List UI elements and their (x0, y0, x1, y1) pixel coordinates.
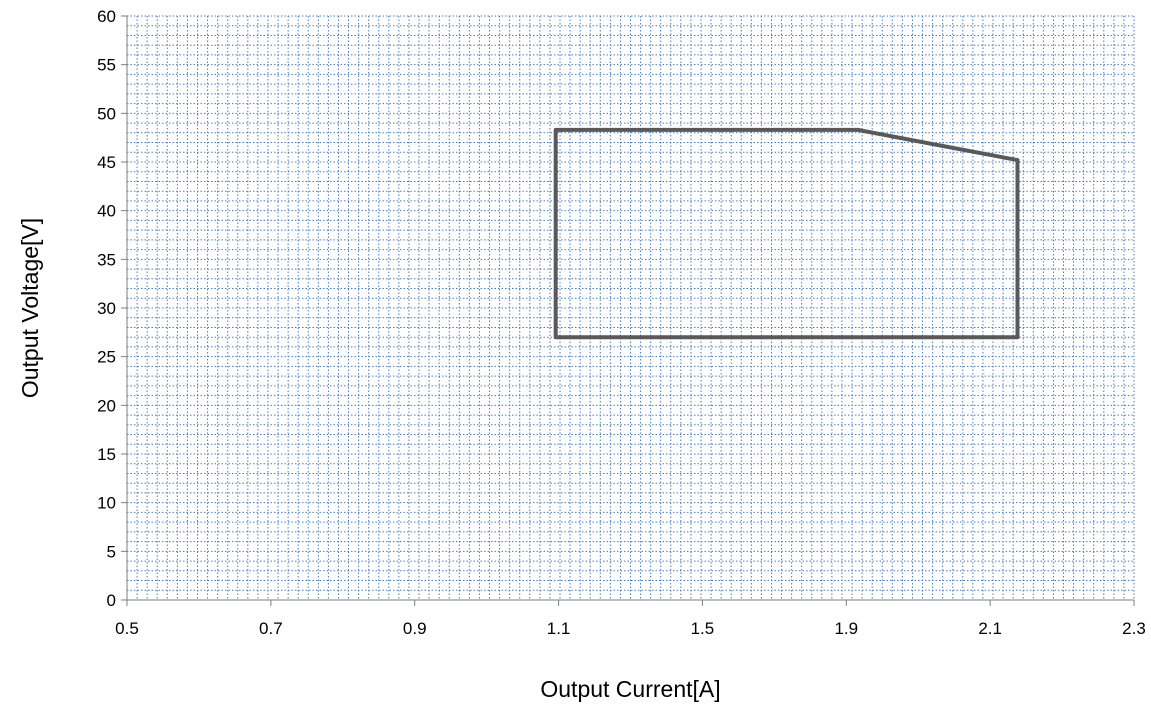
x-tick-labels: 0.5 0.7 0.9 1.1 1.5 1.9 2.1 2.3 (115, 619, 1146, 638)
x-axis-title: Output Current[A] (540, 676, 720, 702)
axes (121, 15, 1135, 606)
y-tick-label: 45 (97, 153, 116, 172)
x-tick-label: 1.1 (547, 619, 571, 638)
x-tick-label: 0.9 (403, 619, 427, 638)
x-tick-label: 2.1 (978, 619, 1002, 638)
y-tick-label: 20 (97, 396, 116, 415)
y-axis-title: Output Voltage[V] (17, 218, 43, 398)
y-tick-label: 35 (97, 250, 116, 269)
y-tick-label: 0 (107, 591, 116, 610)
y-tick-label: 55 (97, 56, 116, 75)
grid (127, 15, 1135, 600)
y-tick-label: 40 (97, 202, 116, 221)
y-tick-label: 25 (97, 348, 116, 367)
series-line (553, 127, 1020, 340)
y-tick-label: 30 (97, 299, 116, 318)
y-tick-label: 10 (97, 494, 116, 513)
x-tick-label: 0.5 (115, 619, 139, 638)
x-tick-label: 1.9 (834, 619, 858, 638)
x-tick-label: 0.7 (259, 619, 283, 638)
x-tick-label: 1.5 (691, 619, 715, 638)
y-tick-label: 15 (97, 445, 116, 464)
y-tick-labels: 0 5 10 15 20 25 30 35 40 45 50 55 60 (97, 7, 116, 610)
y-tick-label: 5 (107, 542, 116, 561)
y-tick-label: 50 (97, 104, 116, 123)
x-tick-label: 2.3 (1122, 619, 1146, 638)
y-tick-label: 60 (97, 7, 116, 26)
series-group (553, 127, 1020, 340)
